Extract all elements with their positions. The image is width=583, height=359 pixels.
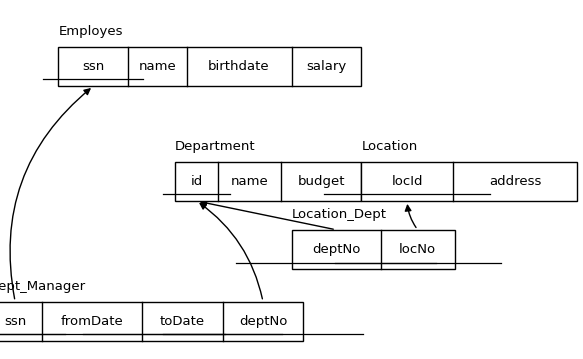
Text: ssn: ssn xyxy=(4,315,26,328)
Text: birthdate: birthdate xyxy=(208,60,270,73)
Bar xyxy=(292,230,455,269)
Bar xyxy=(175,162,361,201)
Text: name: name xyxy=(231,175,268,188)
Text: Location_Dept: Location_Dept xyxy=(292,208,387,221)
Bar xyxy=(58,47,361,86)
Text: Dept_Manager: Dept_Manager xyxy=(0,280,86,293)
Text: ssn: ssn xyxy=(82,60,104,73)
FancyArrowPatch shape xyxy=(200,204,262,299)
Text: locNo: locNo xyxy=(399,243,436,256)
Text: toDate: toDate xyxy=(160,315,205,328)
Bar xyxy=(361,162,577,201)
Text: deptNo: deptNo xyxy=(239,315,287,328)
FancyArrowPatch shape xyxy=(201,200,333,229)
Text: address: address xyxy=(489,175,541,188)
Text: fromDate: fromDate xyxy=(61,315,124,328)
FancyArrowPatch shape xyxy=(10,89,90,299)
Text: locId: locId xyxy=(391,175,423,188)
FancyArrowPatch shape xyxy=(405,205,416,228)
Bar xyxy=(0,302,303,341)
Text: salary: salary xyxy=(306,60,347,73)
Text: Employes: Employes xyxy=(58,25,123,38)
Text: deptNo: deptNo xyxy=(312,243,360,256)
Text: budget: budget xyxy=(297,175,345,188)
Text: name: name xyxy=(139,60,176,73)
Text: Location: Location xyxy=(361,140,417,153)
Text: Department: Department xyxy=(175,140,255,153)
Text: id: id xyxy=(191,175,203,188)
